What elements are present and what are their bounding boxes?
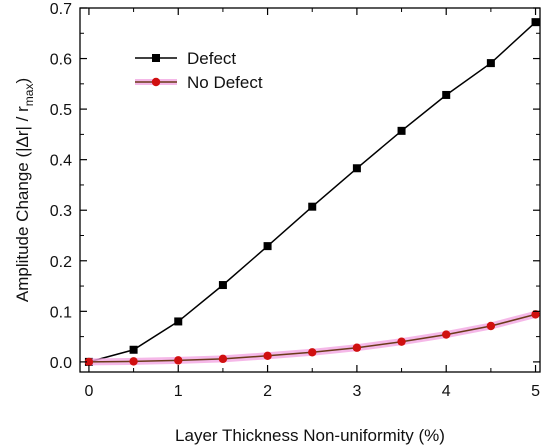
- y-axis-title-subscript: max: [22, 84, 36, 107]
- series-no-defect-point: [397, 337, 406, 346]
- y-axis-title: Amplitude Change (|Δr| / rmax): [13, 78, 36, 302]
- y-tick-label: 0.2: [50, 254, 72, 271]
- x-tick-label: 2: [263, 383, 272, 400]
- series-no-defect-point: [84, 357, 94, 367]
- y-tick-label: 0.3: [50, 203, 72, 220]
- x-tick-label: 5: [531, 383, 540, 400]
- y-axis-title-close: ): [13, 78, 32, 84]
- series-defect-point: [174, 317, 183, 326]
- legend: Defect No Defect: [135, 49, 263, 92]
- series-defect-point: [218, 281, 227, 290]
- series-defect-point: [308, 202, 317, 211]
- plot-frame: [79, 7, 541, 373]
- series-no-defect-point: [174, 356, 183, 365]
- y-axis: 0.0 0.1 0.2 0.3 0.4 0.5 0.6 0.7: [50, 1, 540, 372]
- x-tick-label: 0: [84, 383, 93, 400]
- y-axis-title-main: Amplitude Change (|Δr| / r: [13, 106, 32, 302]
- series-no-defect-point: [263, 351, 272, 361]
- series-defect-point: [486, 59, 495, 68]
- plot-area: [79, 7, 541, 373]
- series-defect-point: [129, 345, 138, 354]
- y-tick-label: 0.6: [50, 52, 72, 69]
- series-defect-point: [397, 126, 406, 135]
- series-no-defect-point: [218, 354, 228, 364]
- y-tick-label: 0.5: [50, 102, 72, 119]
- x-tick-label: 3: [352, 383, 361, 400]
- series-defect-point: [263, 242, 272, 251]
- series-defect-line: [88, 21, 537, 363]
- series-defect-point: [352, 164, 361, 173]
- series-no-defect-point: [486, 321, 496, 331]
- series-defect-point: [531, 18, 540, 27]
- y-tick-label: 0.0: [50, 355, 72, 372]
- series-no-defect-point: [531, 310, 540, 319]
- series-no-defect-point: [442, 330, 451, 339]
- y-tick-label: 0.7: [50, 1, 72, 18]
- series-no-defect-point: [352, 343, 362, 352]
- x-axis-title: Layer Thickness Non-uniformity (%): [175, 426, 445, 445]
- y-tick-label: 0.4: [50, 153, 72, 170]
- x-axis: 0 1 2 3 4 5: [84, 8, 540, 400]
- y-tick-label: 0.1: [50, 304, 72, 321]
- x-tick-label: 1: [174, 383, 183, 400]
- x-tick-label: 4: [442, 383, 451, 400]
- series-no-defect-point: [129, 357, 138, 366]
- legend-defect-label: Defect: [187, 49, 236, 68]
- legend-no-defect-label: No Defect: [187, 73, 263, 92]
- legend-defect-marker: [152, 54, 160, 62]
- series-layer: [84, 18, 540, 367]
- series-defect-point: [442, 90, 451, 99]
- legend-no-defect-marker: [151, 77, 161, 87]
- series-no-defect-point: [308, 348, 317, 357]
